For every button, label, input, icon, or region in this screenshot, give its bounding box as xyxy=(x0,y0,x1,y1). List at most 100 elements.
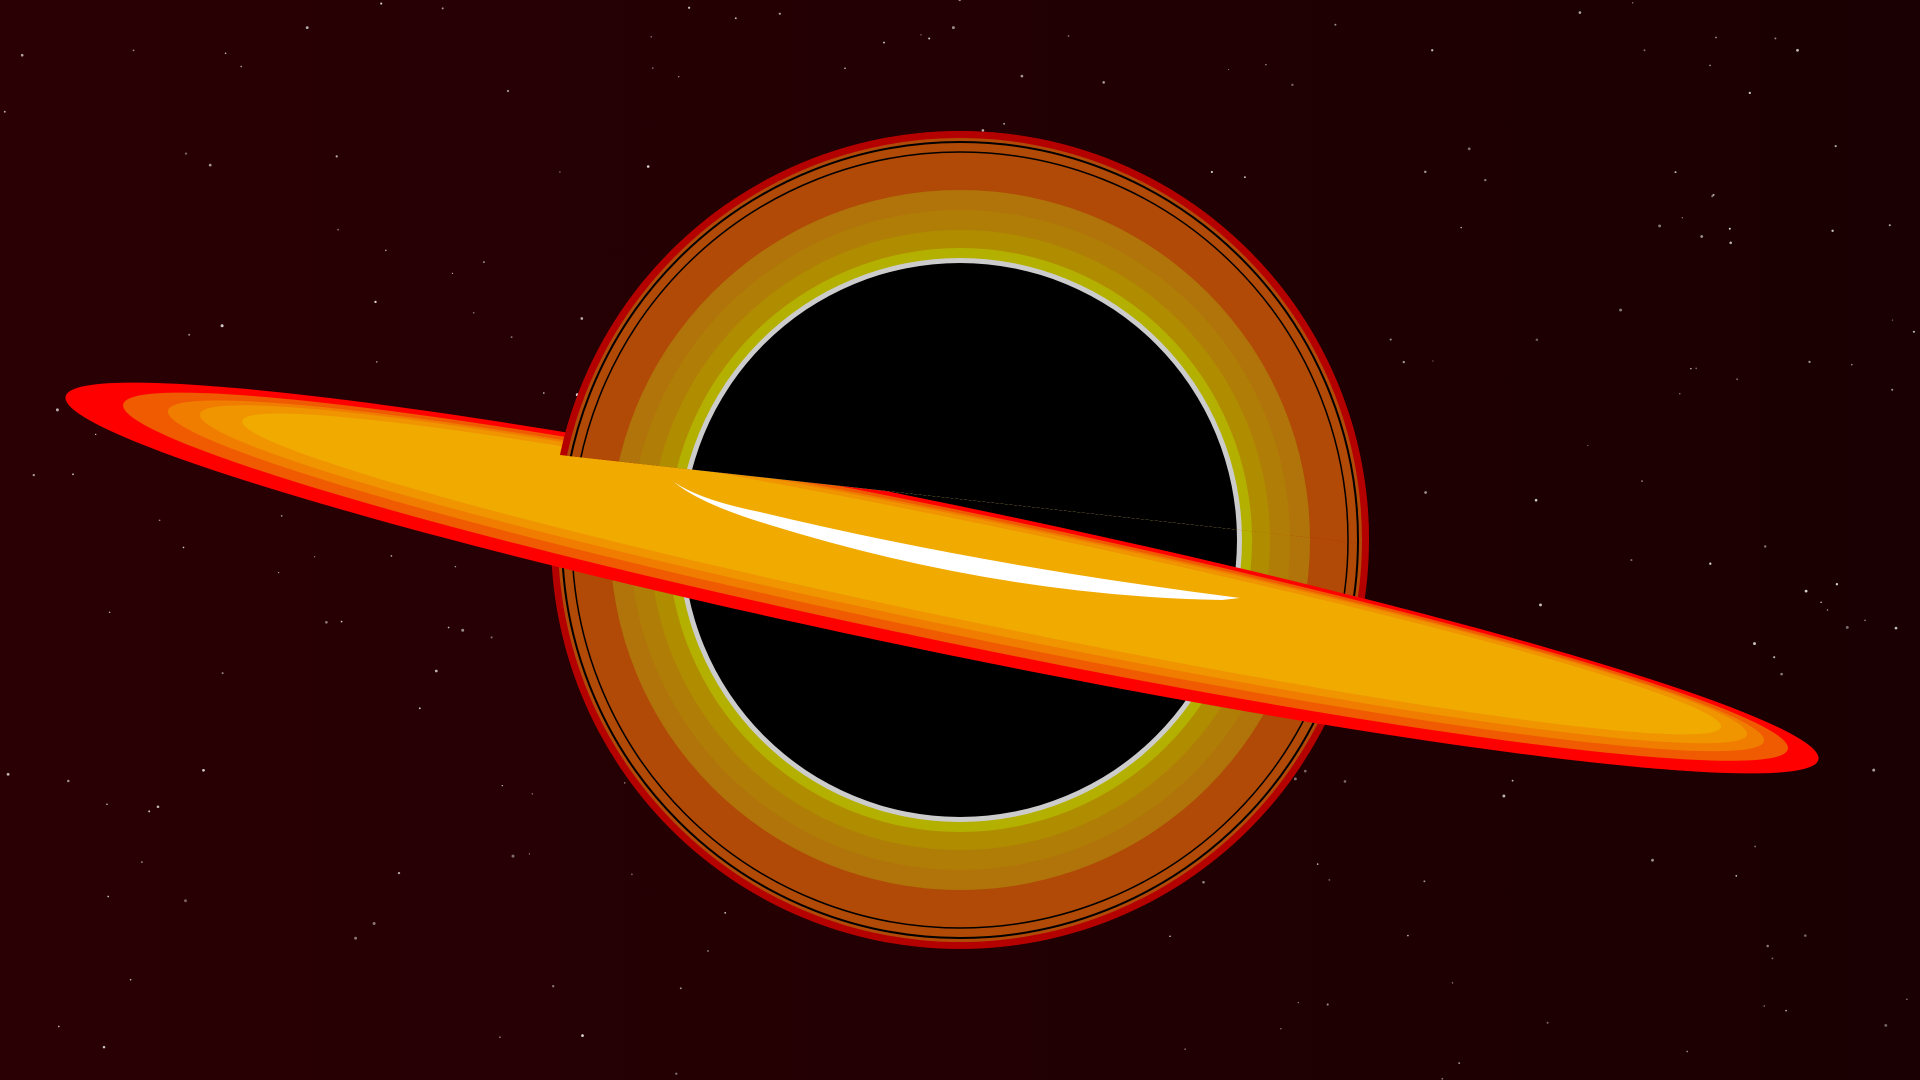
star xyxy=(707,950,709,952)
star xyxy=(1834,144,1837,148)
star xyxy=(454,565,457,568)
star xyxy=(337,228,339,231)
star xyxy=(1641,480,1643,483)
star xyxy=(1894,626,1898,630)
star xyxy=(1763,545,1767,548)
star xyxy=(1780,672,1783,676)
star xyxy=(184,152,188,155)
star xyxy=(384,249,387,252)
star xyxy=(1458,1062,1461,1065)
star xyxy=(1546,1021,1549,1024)
star xyxy=(510,336,513,339)
star xyxy=(1820,601,1822,603)
star xyxy=(679,987,682,990)
star xyxy=(581,1034,584,1037)
star xyxy=(305,26,309,30)
star xyxy=(1715,36,1717,39)
star xyxy=(1864,619,1866,622)
star xyxy=(1808,360,1811,364)
star xyxy=(677,75,680,78)
star xyxy=(623,782,626,784)
star xyxy=(1679,393,1681,395)
star xyxy=(1343,780,1347,783)
star xyxy=(1796,48,1799,52)
star xyxy=(1736,378,1739,381)
star xyxy=(129,978,132,981)
star xyxy=(559,171,561,173)
star xyxy=(1326,1003,1329,1006)
star xyxy=(1658,224,1662,228)
star xyxy=(325,620,328,624)
star xyxy=(1407,934,1409,937)
star xyxy=(1891,388,1894,391)
star xyxy=(958,0,961,2)
star xyxy=(499,1036,501,1039)
star xyxy=(224,52,227,55)
star xyxy=(1643,49,1646,52)
star xyxy=(1587,444,1589,447)
star xyxy=(184,899,187,903)
star xyxy=(380,2,383,5)
star xyxy=(72,473,74,476)
star xyxy=(32,473,35,477)
star xyxy=(482,261,485,264)
star xyxy=(490,636,493,639)
star xyxy=(1835,583,1839,586)
star xyxy=(1888,224,1891,227)
star xyxy=(1709,562,1712,565)
star xyxy=(313,556,316,558)
star xyxy=(1280,1028,1282,1030)
star xyxy=(1763,1005,1765,1007)
star xyxy=(1511,779,1514,782)
star xyxy=(1826,609,1829,611)
star xyxy=(646,165,650,168)
star xyxy=(1424,491,1427,494)
star xyxy=(1912,330,1915,333)
star xyxy=(734,17,737,20)
star xyxy=(1539,603,1542,607)
star xyxy=(1228,68,1230,71)
star xyxy=(434,669,438,673)
star xyxy=(687,6,691,9)
star xyxy=(280,515,283,517)
star xyxy=(55,408,59,412)
star xyxy=(158,519,161,522)
star xyxy=(506,89,510,93)
star xyxy=(156,805,160,809)
star xyxy=(6,772,10,776)
star xyxy=(1293,777,1297,781)
star xyxy=(1265,63,1267,66)
star xyxy=(883,41,885,44)
star xyxy=(1244,176,1246,179)
star xyxy=(3,110,6,113)
star xyxy=(1831,229,1834,232)
star xyxy=(1451,982,1454,984)
star xyxy=(631,873,633,876)
star xyxy=(1804,934,1807,937)
star xyxy=(1729,241,1732,245)
star xyxy=(1651,858,1654,862)
star xyxy=(1712,193,1715,196)
star xyxy=(650,35,653,38)
star xyxy=(1766,944,1769,948)
star xyxy=(1184,1048,1186,1050)
star xyxy=(1884,1023,1888,1027)
star xyxy=(1389,338,1392,341)
star xyxy=(1424,170,1427,174)
star xyxy=(1804,589,1808,593)
star xyxy=(95,433,97,436)
star xyxy=(1872,768,1876,772)
star xyxy=(1906,998,1908,1000)
star xyxy=(1754,845,1756,848)
star xyxy=(220,324,224,328)
star xyxy=(1748,91,1751,95)
star xyxy=(1681,217,1684,219)
star xyxy=(335,155,338,158)
star xyxy=(1891,319,1894,321)
star xyxy=(1619,308,1623,312)
star xyxy=(1735,875,1738,877)
star xyxy=(1773,656,1776,659)
star xyxy=(1202,881,1205,884)
star xyxy=(1423,880,1426,883)
